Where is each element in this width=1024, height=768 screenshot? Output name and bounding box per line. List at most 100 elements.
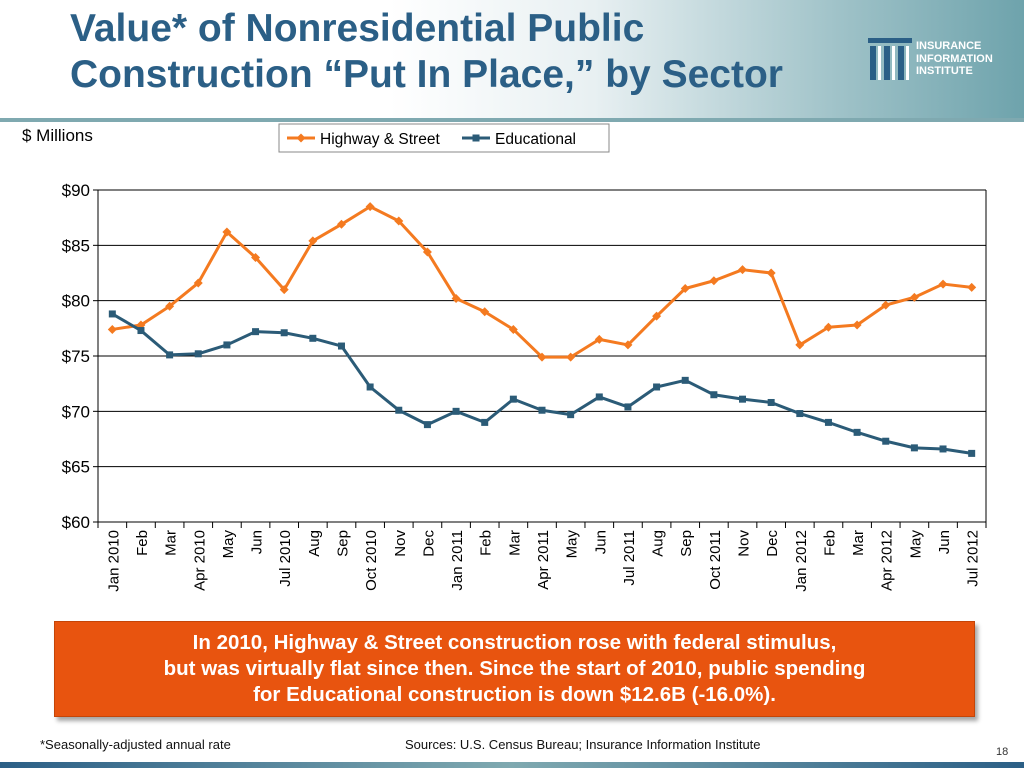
data-point (594, 334, 604, 344)
data-point (566, 352, 576, 362)
y-tick-label: $90 (62, 181, 90, 200)
data-point (166, 351, 174, 359)
x-tick-label: Jun (936, 530, 953, 554)
data-point (365, 202, 375, 212)
data-point (623, 340, 633, 350)
data-point (652, 311, 662, 321)
logo-line-2: INFORMATION (916, 52, 993, 65)
x-tick-label: Jan 2012 (793, 530, 810, 592)
x-tick-label: Feb (821, 530, 838, 556)
data-point (939, 445, 947, 453)
data-point (824, 418, 832, 426)
data-point (909, 292, 919, 302)
x-tick-label: Sep (334, 530, 351, 557)
header-band (0, 0, 1024, 118)
x-tick-label: May (907, 530, 924, 559)
legend-box (278, 123, 610, 153)
legend: Highway & Street Educational (278, 123, 610, 153)
series-line-educational (111, 312, 972, 455)
data-point (881, 300, 891, 310)
legend-item-educational: Educational (462, 131, 576, 148)
x-tick-label: Apr 2010 (191, 530, 208, 591)
data-point (709, 276, 719, 286)
y-tick-label: $75 (62, 347, 90, 366)
series-line-highway-street (112, 205, 972, 359)
x-tick-labels: Jan 2010 Feb Mar Apr 2010 May Jun Jul 2010 Aug S… (105, 530, 981, 592)
legend-item-highway-street: Highway & Street (287, 131, 440, 148)
data-point (108, 310, 116, 318)
x-tick-label: Nov (736, 530, 753, 557)
page-number: 18 (996, 746, 1009, 758)
data-point (423, 421, 431, 429)
data-point (680, 283, 690, 293)
data-point (968, 449, 976, 457)
legend-label: Educational (495, 131, 576, 148)
data-point (422, 247, 432, 257)
y-tick-label: $70 (62, 402, 90, 421)
data-point (107, 324, 117, 334)
page-title: Value* of Nonresidential Public Construc… (70, 6, 890, 98)
x-tick-label: Jul 2012 (965, 530, 982, 587)
callout-line-3: for Educational construction is down $12… (253, 683, 776, 706)
data-point (738, 265, 748, 275)
title-line-1: Value* of Nonresidential Public (70, 7, 645, 50)
data-point (967, 282, 977, 292)
data-point (595, 393, 603, 401)
data-point (767, 398, 775, 406)
iii-logo-icon (868, 38, 912, 80)
data-point (194, 350, 202, 358)
logo-text: INSURANCE INFORMATION INSTITUTE (916, 40, 993, 78)
data-point (252, 328, 260, 336)
line-chart: $ Millions Highway & Street Educational $… (22, 123, 987, 592)
y-tick-label: $65 (62, 458, 90, 477)
x-tick-label: Mar (163, 530, 180, 556)
logo-line-1: INSURANCE (916, 40, 982, 52)
y-tick-labels: $60 $65 $70 $75 $80 $85 $90 (62, 181, 90, 532)
data-point (280, 329, 288, 337)
x-tick-label: Jun (249, 530, 266, 554)
data-point (910, 444, 918, 452)
y-tick-label: $85 (62, 236, 90, 255)
x-tick-label: Apr 2012 (879, 530, 896, 591)
x-tick-label: Mar (506, 530, 523, 556)
data-point (451, 293, 461, 303)
legend-marker (296, 133, 306, 143)
x-tick-label: Jul 2010 (277, 530, 294, 587)
series-highway-street (107, 202, 977, 362)
data-point (823, 322, 833, 332)
x-tick-label: Dec (764, 530, 781, 557)
sources: Sources: U.S. Census Bureau; Insurance I… (405, 737, 761, 752)
series-educational (108, 310, 976, 457)
data-point (481, 418, 489, 426)
bottom-bar (0, 762, 1024, 768)
data-point (336, 219, 346, 229)
x-tick-label: Aug (650, 530, 667, 557)
x-tick-label: May (220, 530, 237, 559)
data-point (538, 406, 546, 414)
data-point (308, 236, 318, 246)
y-tick-label: $60 (62, 513, 90, 532)
x-tick-label: Jan 2011 (449, 530, 466, 591)
data-point (681, 376, 689, 384)
callout-box: In 2010, Highway & Street construction r… (54, 621, 975, 717)
x-tick-label: Oct 2011 (707, 530, 724, 590)
data-point (279, 285, 289, 295)
data-point (193, 278, 203, 288)
logo-line-3: INSTITUTE (916, 65, 973, 77)
title-line-2: Construction “Put In Place,” by Sector (70, 53, 783, 96)
x-tick-label: Jun (592, 530, 609, 554)
data-point (795, 340, 805, 350)
data-point (165, 301, 175, 311)
data-point (395, 406, 403, 414)
data-point (537, 352, 547, 362)
x-tick-label: Jan 2010 (105, 530, 122, 592)
data-point (137, 327, 145, 335)
header-rule (0, 118, 1024, 122)
x-tick-label: Sep (678, 530, 695, 557)
data-point (653, 383, 661, 391)
x-tick-label: Nov (392, 530, 409, 557)
series-group (107, 202, 977, 457)
data-point (624, 403, 632, 411)
data-point (251, 253, 261, 263)
legend-label: Highway & Street (320, 131, 440, 148)
